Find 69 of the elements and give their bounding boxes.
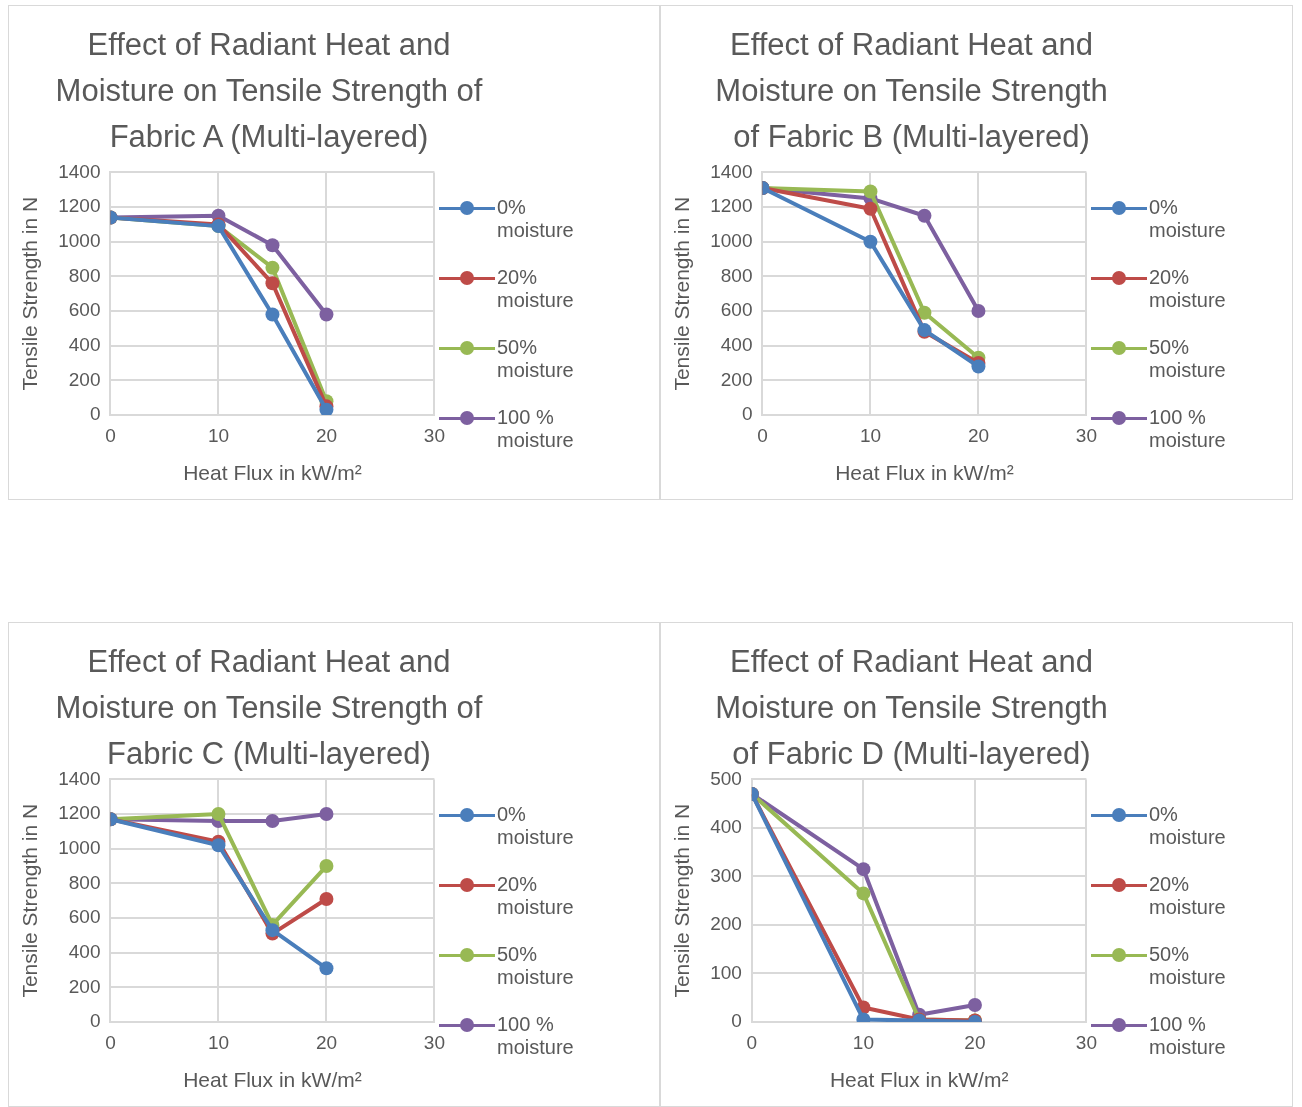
- x-tick-label: 10: [207, 1031, 230, 1053]
- legend-label: 0% moisture: [497, 803, 575, 849]
- legend-label: 50% moisture: [497, 943, 575, 989]
- x-tick-label: 30: [1075, 1031, 1097, 1053]
- y-axis-title: Tensile Strength in N: [670, 196, 694, 391]
- y-tick-label: 400: [720, 333, 753, 355]
- x-tick-label: 0: [105, 424, 116, 446]
- legend-label: 0% moisture: [497, 196, 575, 242]
- legend-label: 100 % moisture: [497, 406, 575, 452]
- x-tick-label: 20: [315, 424, 338, 446]
- y-tick-label: 1200: [58, 802, 101, 824]
- x-axis-title: Heat Flux in kW/m²: [829, 1068, 1009, 1092]
- y-tick-label: 600: [68, 299, 101, 321]
- x-axis-title: Heat Flux in kW/m²: [183, 461, 362, 485]
- legend-label: 20% moisture: [1149, 873, 1227, 919]
- x-tick-label: 20: [964, 1031, 986, 1053]
- y-tick-label: 800: [68, 264, 101, 286]
- x-tick-label: 30: [423, 424, 445, 446]
- y-tick-label: 600: [720, 299, 753, 321]
- y-tick-label: 800: [720, 264, 753, 286]
- legend-label: 100 % moisture: [1149, 1013, 1227, 1059]
- x-tick-label: 10: [852, 1031, 874, 1053]
- x-tick-label: 30: [423, 1031, 445, 1053]
- legend-label: 20% moisture: [1149, 266, 1227, 312]
- y-tick-label: 0: [741, 403, 753, 425]
- y-tick-label: 0: [731, 1010, 742, 1032]
- y-tick-label: 200: [68, 975, 101, 997]
- y-tick-label: 600: [68, 906, 101, 928]
- x-axis-title: Heat Flux in kW/m²: [183, 1068, 362, 1092]
- y-tick-label: 1000: [58, 836, 101, 858]
- legend-label: 0% moisture: [1149, 196, 1227, 242]
- y-tick-label: 400: [68, 940, 101, 962]
- y-tick-label: 400: [68, 333, 101, 355]
- legend-label: 100 % moisture: [497, 1013, 575, 1059]
- y-tick-label: 200: [720, 368, 753, 390]
- legend-label: 100 % moisture: [1149, 406, 1227, 452]
- y-tick-label: 200: [710, 913, 742, 935]
- y-tick-label: 1200: [710, 195, 753, 217]
- x-tick-label: 10: [859, 424, 882, 446]
- x-tick-label: 20: [967, 424, 990, 446]
- y-tick-label: 0: [89, 1010, 101, 1032]
- y-axis-title: Tensile Strength in N: [18, 803, 42, 998]
- y-tick-label: 1200: [58, 195, 101, 217]
- x-tick-label: 10: [207, 424, 230, 446]
- y-tick-label: 1400: [58, 160, 101, 182]
- y-tick-label: 0: [89, 403, 101, 425]
- x-tick-label: 0: [105, 1031, 116, 1053]
- y-tick-label: 1400: [710, 160, 753, 182]
- legend-label: 20% moisture: [497, 266, 575, 312]
- y-axis-title: Tensile Strength in N: [18, 196, 42, 391]
- chart-title: Effect of Radiant Heat and Moisture on Tensile Strength of Fabric A (Multi-layered): [54, 26, 484, 156]
- x-tick-label: 20: [315, 1031, 338, 1053]
- y-tick-label: 300: [710, 864, 742, 886]
- y-tick-label: 1000: [710, 229, 753, 251]
- legend-label: 50% moisture: [497, 336, 575, 382]
- legend-label: 20% moisture: [497, 873, 575, 919]
- chart-title: Effect of Radiant Heat and Moisture on Tensile Strength of Fabric B (Multi-layered): [714, 26, 1109, 156]
- x-tick-label: 0: [757, 424, 768, 446]
- y-tick-label: 1000: [58, 229, 101, 251]
- x-axis-title: Heat Flux in kW/m²: [835, 461, 1014, 485]
- y-tick-label: 100: [710, 961, 742, 983]
- x-tick-label: 30: [1075, 424, 1097, 446]
- legend-label: 0% moisture: [1149, 803, 1227, 849]
- y-axis-title: Tensile Strength in N: [670, 803, 694, 998]
- legend-label: 50% moisture: [1149, 943, 1227, 989]
- legend-label: 50% moisture: [1149, 336, 1227, 382]
- y-tick-label: 200: [68, 368, 101, 390]
- y-tick-label: 400: [710, 816, 742, 838]
- y-tick-label: 800: [68, 871, 101, 893]
